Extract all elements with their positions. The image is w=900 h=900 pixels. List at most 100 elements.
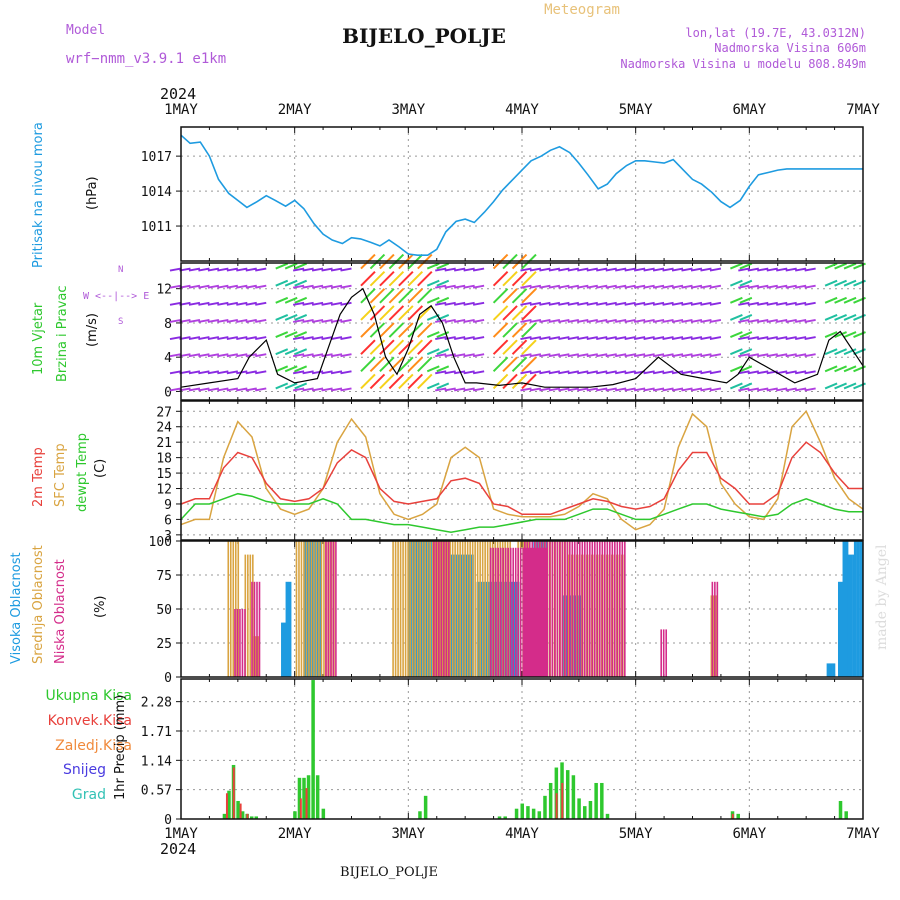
wind-barb (785, 370, 797, 375)
cloud-bar-mid (454, 541, 456, 677)
cloud-bar-mid (399, 541, 402, 677)
wind-barb (558, 318, 570, 323)
wind-barb (444, 387, 456, 392)
wind-barb (586, 267, 598, 272)
wind-barb (586, 387, 598, 392)
wind-barb (472, 267, 485, 272)
wind-barb (776, 284, 788, 289)
cloud-bar-mid (446, 541, 449, 677)
altitude-label: Nadmorska Visina 606m (714, 41, 866, 55)
wind-barb (700, 318, 712, 323)
wind-barb (539, 284, 551, 289)
cloud-bar-low (586, 541, 589, 677)
precip-bar-total (227, 790, 231, 819)
cloud-bar-low (494, 547, 497, 677)
wind-barb (321, 284, 333, 289)
x-tick-label-bottom: 3MAY (391, 826, 425, 842)
wind-barb (379, 373, 395, 390)
wind-barb (739, 331, 753, 338)
precip-bar-total (577, 798, 581, 819)
wind-barb (217, 353, 229, 358)
y-tick-label: 0.57 (141, 784, 172, 799)
precip-bar-total (531, 808, 536, 819)
wind-barb (567, 301, 580, 306)
wind-barb (472, 387, 485, 392)
y-tick-label: 12 (156, 483, 172, 498)
wind-barb (294, 365, 308, 373)
cloud-bar-low (544, 541, 546, 677)
cloud-bar-low (536, 541, 539, 677)
wind-barb (245, 336, 257, 341)
cloud-bar-low (579, 541, 581, 677)
wind-barb (757, 284, 769, 289)
wind-barb (369, 305, 386, 321)
wind-barb (643, 284, 655, 289)
wind-barb (548, 353, 561, 358)
cloud-bar-low (507, 547, 510, 677)
wind-barb (567, 387, 580, 392)
wind-barb (236, 353, 248, 358)
precip-bar-convective (232, 767, 235, 819)
wind-barb (662, 301, 674, 306)
year-bottom: 2024 (160, 840, 196, 858)
wind-barb (521, 356, 537, 373)
cloud-bar-low (527, 547, 530, 677)
wind-barb (435, 284, 447, 289)
cloud-bar-low (502, 547, 505, 677)
wind-barb (207, 301, 220, 306)
x-tick-label-bottom: 1MAY (164, 826, 198, 842)
wind-barb (398, 305, 414, 321)
wind-label-1: 10m Vjetar (31, 302, 46, 375)
wind-barb (586, 318, 598, 323)
precip-bar-total (588, 800, 593, 819)
wind-barb (388, 270, 405, 287)
wind-barb (834, 331, 847, 338)
wind-barb (652, 336, 665, 341)
wind-barb (586, 353, 598, 358)
precip-hail-label: Grad (72, 787, 106, 803)
wind-barb (292, 353, 305, 358)
wind-barb (794, 301, 807, 306)
precip-bar-total (306, 775, 311, 819)
wind-barb (236, 267, 248, 272)
wind-barb (417, 356, 433, 373)
cloud-low-label: Niska Oblacnost (53, 559, 68, 664)
cloud-bar-mid (232, 541, 235, 677)
cloud-bar-low (435, 541, 438, 677)
wind-barb (643, 387, 655, 392)
wind-barb (709, 301, 722, 306)
wind-barb (662, 353, 674, 358)
wind-barb (217, 267, 229, 272)
cloud-bar-mid (476, 541, 479, 677)
wind-barb (794, 353, 807, 358)
cloud-bar-mid (715, 595, 718, 677)
cloud-bar-low (443, 541, 445, 677)
wind-barb (520, 336, 532, 341)
wind-barb (521, 270, 537, 287)
cloud-bar-low (258, 581, 261, 677)
wind-barb (444, 301, 456, 306)
cloud-bar-low (581, 541, 584, 677)
precip-bar-total (605, 813, 610, 819)
cloud-bar-low (239, 609, 241, 677)
wind-barb (757, 353, 769, 358)
wind-barb (275, 382, 289, 390)
y-tick-label: 24 (156, 421, 172, 436)
cloud-bar-low (256, 581, 258, 677)
wind-barb (407, 356, 424, 373)
precip-frozen-label: Zaledj.Kisa (55, 738, 132, 754)
wind-barb (379, 305, 395, 321)
wind-barb (834, 262, 847, 270)
wind-barb (824, 279, 838, 287)
wind-barb (398, 288, 414, 304)
y-tick-label: 1.14 (141, 754, 172, 769)
page-title: BIJELO_POLJE (342, 24, 506, 48)
wind-barb (521, 339, 537, 355)
wind-barb (615, 387, 627, 392)
wind-barb (407, 373, 424, 390)
cloud-bar-high (849, 554, 853, 677)
cloud-bar-high (837, 581, 841, 677)
wind-barb (198, 284, 210, 289)
cloud-bar-high (564, 595, 568, 677)
cloud-bar-low (559, 541, 561, 677)
